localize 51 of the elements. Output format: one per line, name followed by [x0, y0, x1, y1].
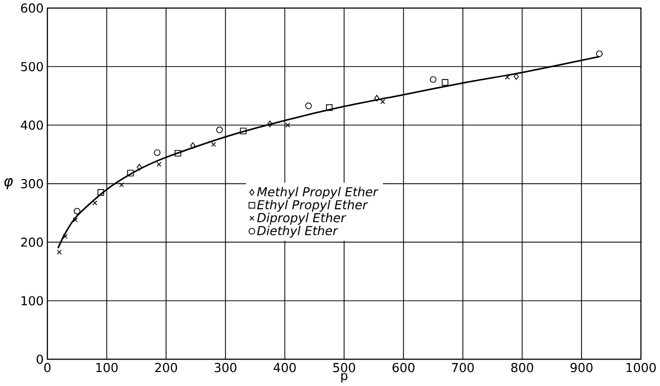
legend-label: Ethyl Propyl Ether — [257, 200, 368, 212]
y-tick-label: 100 — [22, 296, 43, 306]
point — [74, 208, 80, 214]
point — [92, 200, 98, 206]
legend-label: Dipropyl Ether — [257, 212, 346, 225]
x-tick-label: 500 — [333, 362, 356, 372]
point — [596, 50, 603, 58]
x-tick-label: 900 — [570, 362, 592, 372]
legend-label: Diethyl Ether — [257, 226, 338, 238]
y-axis-title: φ — [4, 178, 13, 190]
point — [136, 164, 142, 171]
point — [374, 94, 380, 102]
point — [267, 120, 273, 128]
y-tick-label: 600 — [21, 3, 43, 13]
point — [154, 149, 160, 156]
y-tick-label: 400 — [20, 120, 43, 130]
point — [240, 128, 247, 134]
y-tick-label: 500 — [21, 62, 43, 72]
x-axis-title: p — [341, 373, 348, 383]
point — [442, 79, 448, 86]
x-tick-label: 0 — [44, 362, 50, 372]
x-tick-label: 100 — [96, 362, 118, 372]
point — [127, 170, 134, 176]
x-tick-label: 1000 — [626, 362, 656, 372]
x-tick-label: 400 — [274, 362, 296, 372]
point — [514, 73, 519, 80]
x-tick-label: 700 — [452, 362, 474, 372]
point — [216, 126, 223, 134]
point — [190, 142, 196, 149]
point — [156, 162, 162, 167]
point — [430, 76, 436, 83]
point — [119, 182, 124, 188]
point — [211, 142, 216, 147]
point — [305, 102, 312, 110]
x-tick-label: 200 — [155, 362, 178, 372]
point — [62, 234, 68, 239]
y-tick-label: 0 — [36, 354, 43, 364]
y-tick-label: 300 — [21, 179, 43, 188]
point — [56, 250, 62, 255]
legend-label: Methyl Propyl Ether — [257, 186, 378, 199]
x-tick-label: 600 — [392, 362, 414, 372]
point — [98, 189, 104, 196]
point — [380, 99, 386, 104]
point — [285, 122, 290, 128]
point — [326, 104, 333, 111]
y-tick-label: 200 — [21, 238, 43, 247]
point — [72, 218, 78, 222]
point — [174, 150, 182, 157]
point — [504, 74, 510, 80]
x-tick-label: 800 — [511, 362, 534, 372]
x-tick-label: 300 — [214, 362, 236, 372]
